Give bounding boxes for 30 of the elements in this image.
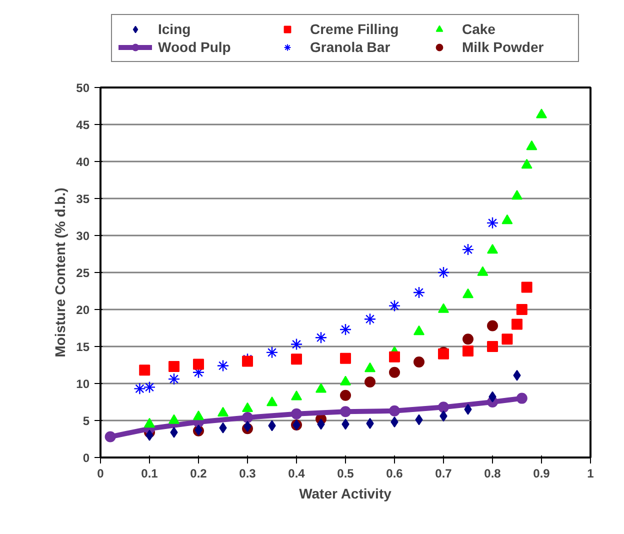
x-tick-label: 1 xyxy=(587,466,594,480)
x-tick-label: 0.1 xyxy=(141,466,158,480)
x-tick-label: 0.4 xyxy=(288,466,306,480)
x-axis-title: Water Activity xyxy=(299,486,392,502)
y-axis-title: Moisture Content (% d.b.) xyxy=(52,188,68,358)
legend-label: Milk Powder xyxy=(462,38,545,54)
y-tick-label: 30 xyxy=(76,229,90,243)
x-tick-label: 0.9 xyxy=(533,466,550,480)
x-tick-label: 0.5 xyxy=(337,466,354,480)
y-tick-label: 25 xyxy=(76,266,90,280)
x-tick-label: 0.8 xyxy=(484,466,502,480)
x-tick-label: 0.2 xyxy=(190,466,208,480)
y-tick-label: 0 xyxy=(82,451,90,465)
y-tick-label: 35 xyxy=(76,192,90,206)
legend-label: Wood Pulp xyxy=(158,38,232,54)
x-tick-label: 0.6 xyxy=(386,466,404,480)
y-tick-label: 40 xyxy=(76,155,90,169)
y-tick-label: 10 xyxy=(76,377,90,391)
legend-label: Granola Bar xyxy=(310,38,392,54)
y-tick-label: 45 xyxy=(76,118,90,132)
legend-label: Icing xyxy=(158,20,192,36)
x-tick-label: 0.3 xyxy=(239,466,256,480)
x-tick-label: 0.7 xyxy=(435,466,452,480)
legend-label: Creme Filling xyxy=(310,20,400,36)
y-tick-label: 20 xyxy=(76,303,90,317)
y-tick-label: 15 xyxy=(76,340,90,354)
x-tick-label: 0 xyxy=(97,466,104,480)
y-tick-label: 50 xyxy=(76,81,90,95)
legend-label: Cake xyxy=(462,20,496,36)
y-tick-label: 5 xyxy=(82,414,90,428)
